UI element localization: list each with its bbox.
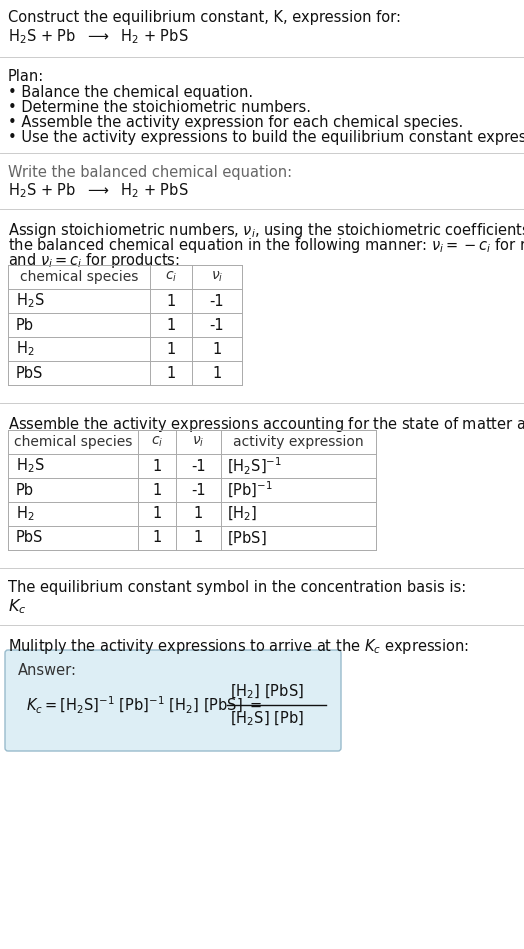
Text: $[\mathrm{H_2}]$: $[\mathrm{H_2}]$ xyxy=(227,505,257,523)
Text: $[\mathrm{Pb}]^{-1}$: $[\mathrm{Pb}]^{-1}$ xyxy=(227,480,273,500)
Text: 1: 1 xyxy=(152,507,161,522)
Text: • Balance the chemical equation.: • Balance the chemical equation. xyxy=(8,85,253,100)
Text: Pb: Pb xyxy=(16,318,34,332)
Text: 1: 1 xyxy=(152,458,161,474)
Text: -1: -1 xyxy=(191,458,206,474)
Text: $[\mathrm{PbS}]$: $[\mathrm{PbS}]$ xyxy=(227,530,267,547)
Text: Write the balanced chemical equation:: Write the balanced chemical equation: xyxy=(8,165,292,180)
Text: 1: 1 xyxy=(167,318,176,332)
Text: the balanced chemical equation in the following manner: $\nu_i = -c_i$ for react: the balanced chemical equation in the fo… xyxy=(8,236,524,255)
Text: H$_2$S + Pb  $\longrightarrow$  H$_2$ + PbS: H$_2$S + Pb $\longrightarrow$ H$_2$ + Pb… xyxy=(8,27,189,46)
Text: 1: 1 xyxy=(212,365,222,381)
Text: chemical species: chemical species xyxy=(14,435,132,449)
Text: Assemble the activity expressions accounting for the state of matter and $\nu_i$: Assemble the activity expressions accoun… xyxy=(8,415,524,434)
Text: -1: -1 xyxy=(210,318,224,332)
Text: 1: 1 xyxy=(152,530,161,546)
FancyBboxPatch shape xyxy=(5,650,341,751)
Text: 1: 1 xyxy=(167,342,176,357)
Text: $[\mathrm{H_2S}]\ [\mathrm{Pb}]$: $[\mathrm{H_2S}]\ [\mathrm{Pb}]$ xyxy=(230,710,304,728)
Text: 1: 1 xyxy=(194,530,203,546)
Text: activity expression: activity expression xyxy=(233,435,364,449)
Text: Assign stoichiometric numbers, $\nu_i$, using the stoichiometric coefficients, $: Assign stoichiometric numbers, $\nu_i$, … xyxy=(8,221,524,240)
Text: PbS: PbS xyxy=(16,365,43,381)
Text: H$_2$S + Pb  $\longrightarrow$  H$_2$ + PbS: H$_2$S + Pb $\longrightarrow$ H$_2$ + Pb… xyxy=(8,181,189,199)
Text: • Use the activity expressions to build the equilibrium constant expression.: • Use the activity expressions to build … xyxy=(8,130,524,145)
Text: $c_i$: $c_i$ xyxy=(165,270,177,284)
Text: Construct the equilibrium constant, K, expression for:: Construct the equilibrium constant, K, e… xyxy=(8,10,401,25)
Text: The equilibrium constant symbol in the concentration basis is:: The equilibrium constant symbol in the c… xyxy=(8,580,466,595)
Text: 1: 1 xyxy=(212,342,222,357)
Text: Answer:: Answer: xyxy=(18,663,77,678)
Text: Pb: Pb xyxy=(16,482,34,497)
Text: H$_2$S: H$_2$S xyxy=(16,456,45,475)
Text: $c_i$: $c_i$ xyxy=(151,435,163,449)
Text: 1: 1 xyxy=(152,482,161,497)
Text: H$_2$S: H$_2$S xyxy=(16,291,45,310)
Text: 1: 1 xyxy=(194,507,203,522)
Text: 1: 1 xyxy=(167,365,176,381)
Text: Plan:: Plan: xyxy=(8,69,44,84)
Text: • Determine the stoichiometric numbers.: • Determine the stoichiometric numbers. xyxy=(8,100,311,115)
Text: $\nu_i$: $\nu_i$ xyxy=(192,435,205,449)
Text: chemical species: chemical species xyxy=(20,270,138,284)
Text: $K_c = [\mathrm{H_2S}]^{-1}\ [\mathrm{Pb}]^{-1}\ [\mathrm{H_2}]\ [\mathrm{PbS}]\: $K_c = [\mathrm{H_2S}]^{-1}\ [\mathrm{Pb… xyxy=(26,695,262,716)
Text: 1: 1 xyxy=(167,293,176,308)
Text: $[\mathrm{H_2}]\ [\mathrm{PbS}]$: $[\mathrm{H_2}]\ [\mathrm{PbS}]$ xyxy=(230,682,304,701)
Text: $\nu_i$: $\nu_i$ xyxy=(211,270,223,284)
Text: Mulitply the activity expressions to arrive at the $K_c$ expression:: Mulitply the activity expressions to arr… xyxy=(8,637,469,656)
Text: H$_2$: H$_2$ xyxy=(16,505,35,523)
Text: $[\mathrm{H_2S}]^{-1}$: $[\mathrm{H_2S}]^{-1}$ xyxy=(227,456,282,476)
Text: H$_2$: H$_2$ xyxy=(16,340,35,359)
Text: -1: -1 xyxy=(210,293,224,308)
Text: $K_c$: $K_c$ xyxy=(8,597,26,616)
Text: and $\nu_i = c_i$ for products:: and $\nu_i = c_i$ for products: xyxy=(8,251,180,270)
Text: PbS: PbS xyxy=(16,530,43,546)
Text: -1: -1 xyxy=(191,482,206,497)
Text: • Assemble the activity expression for each chemical species.: • Assemble the activity expression for e… xyxy=(8,115,463,130)
